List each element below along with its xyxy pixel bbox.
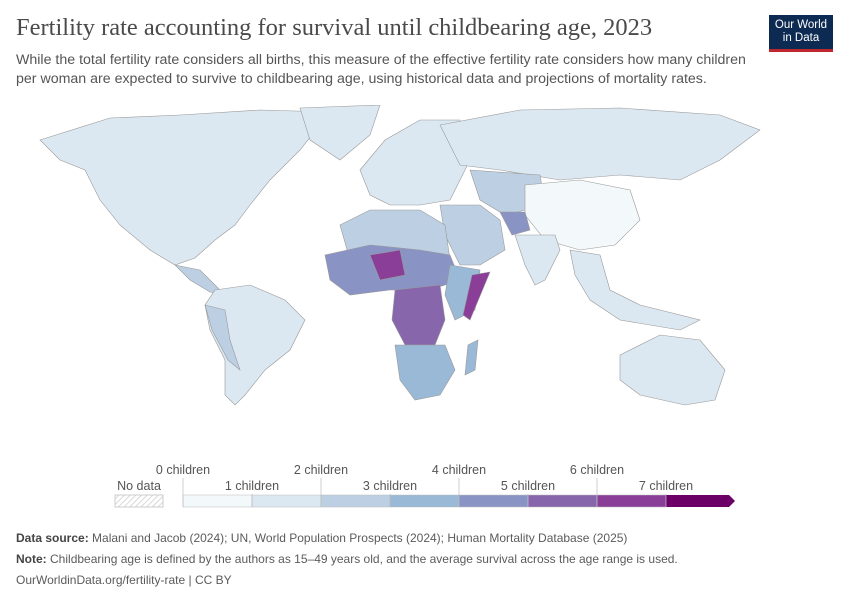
legend-label-2: 2 children	[294, 463, 348, 477]
region-india[interactable]	[514, 234, 561, 286]
legend-label-1: 1 children	[225, 479, 279, 493]
license[interactable]: CC BY	[194, 573, 232, 587]
region-south-america[interactable]	[204, 284, 306, 406]
note: Note: Childbearing age is defined by the…	[16, 552, 678, 566]
legend-label-4: 4 children	[432, 463, 486, 477]
region-madagascar[interactable]	[464, 339, 479, 376]
legend-label-3: 3 children	[363, 479, 417, 493]
logo-line1: Our World	[774, 19, 828, 31]
region-china[interactable]	[524, 179, 641, 251]
region-central-africa[interactable]	[391, 284, 446, 346]
legend-bin-2[interactable]	[320, 494, 391, 508]
region-se-asia[interactable]	[569, 249, 701, 331]
legend-bin-1[interactable]	[251, 494, 322, 508]
source-link[interactable]: OurWorldinData.org/fertility-rate	[16, 573, 186, 587]
region-somalia[interactable]	[462, 271, 491, 321]
legend-label-5: 5 children	[501, 479, 555, 493]
legend: No data 0 children 1 children 2 children 3 c…	[114, 463, 735, 508]
legend-bin-7[interactable]	[666, 495, 735, 507]
region-australia[interactable]	[619, 334, 726, 406]
legend-bin-0[interactable]	[182, 494, 253, 508]
citation: OurWorldinData.org/fertility-rate | CC B…	[16, 573, 232, 587]
region-north-america[interactable]	[39, 109, 331, 266]
legend-bin-6[interactable]	[596, 494, 667, 508]
footer: Data source: Malani and Jacob (2024); UN…	[16, 528, 678, 591]
owid-logo[interactable]: Our World in Data	[769, 15, 833, 52]
legend-bin-3[interactable]	[389, 494, 460, 508]
region-andes[interactable]	[204, 304, 241, 371]
legend-no-data-swatch[interactable]	[114, 494, 164, 508]
region-niger-chad[interactable]	[369, 249, 406, 281]
legend-bin-5[interactable]	[527, 494, 598, 508]
logo-line2: in Data	[782, 32, 820, 44]
chart-subtitle: While the total fertility rate considers…	[16, 52, 746, 87]
legend-label-0: 0 children	[156, 463, 210, 477]
legend-bin-4[interactable]	[458, 494, 529, 508]
region-afghanistan[interactable]	[499, 211, 531, 236]
legend-no-data-label: No data	[117, 479, 161, 493]
region-southern-africa[interactable]	[394, 344, 456, 401]
chart-title: Fertility rate accounting for survival u…	[16, 14, 653, 41]
legend-label-7: 7 children	[639, 479, 693, 493]
region-middle-east[interactable]	[439, 204, 506, 266]
region-greenland[interactable]	[299, 105, 381, 161]
region-europe[interactable]	[359, 119, 471, 206]
legend-label-6: 6 children	[570, 463, 624, 477]
data-source: Data source: Malani and Jacob (2024); UN…	[16, 531, 628, 545]
region-russia[interactable]	[439, 107, 761, 181]
world-map[interactable]	[0, 105, 850, 455]
